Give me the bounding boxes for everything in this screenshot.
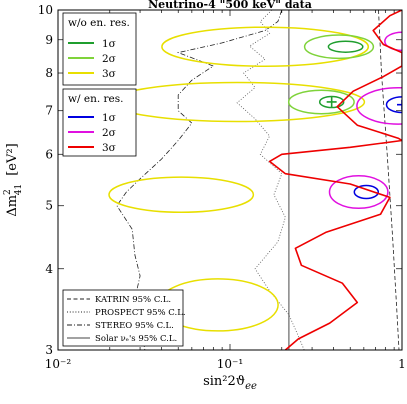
x-tick-label: 10⁻²: [45, 357, 72, 371]
legend-entry: 3σ: [68, 142, 116, 154]
y-tick-label: 10: [38, 3, 53, 17]
legend-label: 1σ: [102, 112, 116, 124]
contour-ellipse: [328, 174, 389, 210]
legend-label: 2σ: [102, 127, 116, 139]
y-tick-label: 4: [45, 262, 53, 276]
legend-entry: 2σ: [68, 53, 116, 65]
x-axis-label-main: sin²2ϑ: [203, 374, 245, 389]
legend-entry: Solar νₑ's 95% C.L.: [67, 334, 177, 344]
legend-label: 1σ: [102, 38, 116, 50]
x-tick-label: 1: [398, 357, 406, 371]
contour-ellipse: [327, 40, 364, 53]
legend-label: Solar νₑ's 95% C.L.: [95, 334, 177, 344]
legend-label: PROSPECT 95% C.L.: [95, 308, 186, 318]
y-tick-label: 3: [45, 343, 53, 357]
contour-ellipse: [161, 26, 370, 67]
chart-title: Neutrino-4 "500 keV" data: [148, 0, 312, 11]
y-axis-label-unit: [eV²]: [5, 143, 20, 175]
legend-with-en-res: w/ en. res. 1σ 2σ 3σ: [62, 88, 137, 157]
x-axis-label-sub: ee: [245, 381, 257, 392]
legend-label: 2σ: [102, 53, 116, 65]
best-fit-marker: [397, 99, 402, 110]
contour-ellipse: [303, 34, 375, 60]
legend-title: w/ en. res.: [68, 93, 123, 105]
legend-entry: KATRIN 95% C.L.: [67, 295, 171, 305]
y-axis-label-sub: 41: [14, 184, 24, 195]
prospect-limit-line: [236, 10, 305, 350]
contour-ellipse: [318, 95, 345, 109]
contour-ellipse: [356, 86, 402, 125]
axis-ticks: 10⁻² 10⁻¹ 1 3 4 5 6 7 8 9 10: [38, 3, 406, 371]
best-fit-marker: [326, 96, 337, 107]
x-axis-label: sin²2ϑee: [203, 374, 257, 392]
legend-entry: 2σ: [68, 127, 116, 139]
stereo-limit-line: [116, 10, 283, 350]
contour-ellipse: [109, 81, 366, 123]
legend-entry: PROSPECT 95% C.L.: [67, 308, 186, 318]
y-tick-label: 5: [45, 199, 53, 213]
katrin-limit-line: [378, 10, 400, 350]
contour-ellipse: [385, 96, 402, 114]
legend-box: [62, 88, 137, 157]
y-tick-label: 7: [45, 104, 53, 118]
legend-entry: STEREO 95% C.L.: [67, 321, 174, 331]
legend-limits: KATRIN 95% C.L. PROSPECT 95% C.L. STEREO…: [62, 289, 186, 347]
legend-label: 3σ: [102, 142, 116, 154]
legend-label: STEREO 95% C.L.: [95, 321, 174, 331]
y-axis-label: Δm241 [eV²]: [3, 143, 24, 216]
contour-ellipse: [108, 176, 255, 214]
legend-entry: 1σ: [68, 38, 116, 50]
x-tick-label: 10⁻¹: [217, 357, 243, 371]
contour-ellipse: [353, 184, 380, 200]
contour-ellipse: [287, 89, 355, 115]
legend-label: KATRIN 95% C.L.: [95, 295, 171, 305]
legend-entry: 1σ: [68, 112, 116, 124]
y-tick-label: 8: [45, 66, 53, 80]
y-tick-label: 9: [45, 33, 53, 47]
y-tick-label: 6: [45, 147, 53, 161]
legend-title: w/o en. res.: [68, 17, 130, 29]
contour-ellipse: [384, 31, 402, 52]
legend-entry: 3σ: [68, 68, 116, 80]
legend-without-en-res: w/o en. res. 1σ 2σ 3σ: [62, 12, 137, 86]
contour-3sigma-w-en-res: [268, 10, 402, 350]
y-axis-label-main: Δm: [5, 195, 20, 217]
y-axis-label-sup: 2: [3, 189, 13, 195]
legend-label: 3σ: [102, 68, 116, 80]
